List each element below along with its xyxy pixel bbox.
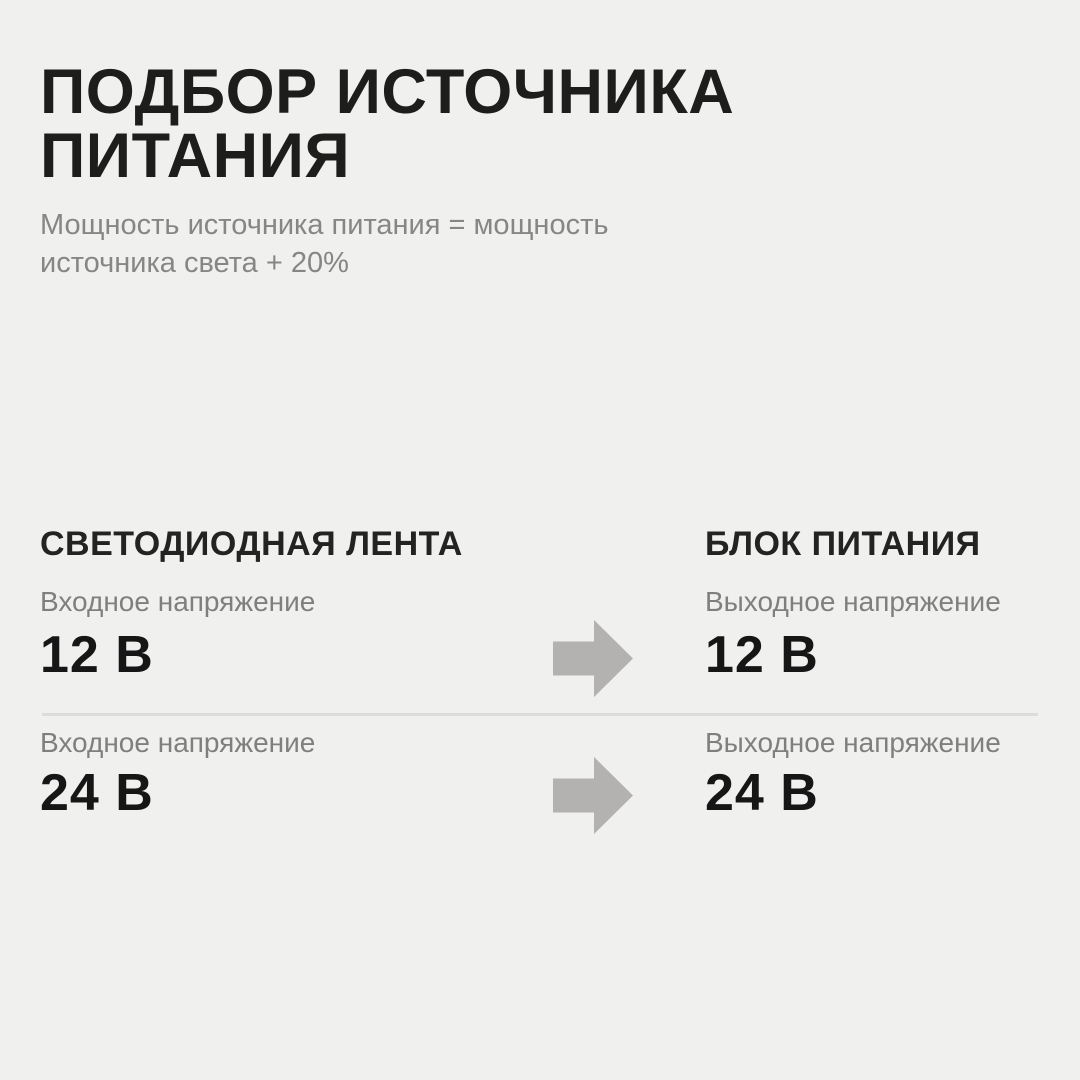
page-title: ПОДБОР ИСТОЧНИКА ПИТАНИЯ xyxy=(40,57,735,192)
output-voltage-label-row1: Выходное напряжение xyxy=(705,586,1001,617)
input-voltage-label-row2: Входное напряжение xyxy=(40,727,316,758)
arrow-right-icon-shape xyxy=(553,620,633,697)
input-voltage-label-row1: Входное напряжение xyxy=(40,586,316,617)
arrow-right-icon-shape xyxy=(553,757,633,834)
page-subtitle: Мощность источника питания = мощность ис… xyxy=(40,209,609,280)
output-voltage-label-row2: Выходное напряжение xyxy=(705,727,1001,758)
row-divider xyxy=(42,713,1038,716)
output-voltage-value-row1: 12 В xyxy=(705,626,819,684)
output-voltage-value-row2: 24 В xyxy=(705,764,819,822)
input-voltage-value-row1: 12 В xyxy=(40,626,154,684)
arrow-right-icon xyxy=(553,757,633,834)
column-header-power-supply: БЛОК ПИТАНИЯ xyxy=(705,525,981,563)
column-header-led-strip: СВЕТОДИОДНАЯ ЛЕНТА xyxy=(40,525,463,563)
input-voltage-value-row2: 24 В xyxy=(40,764,154,822)
arrow-right-icon xyxy=(553,620,633,697)
